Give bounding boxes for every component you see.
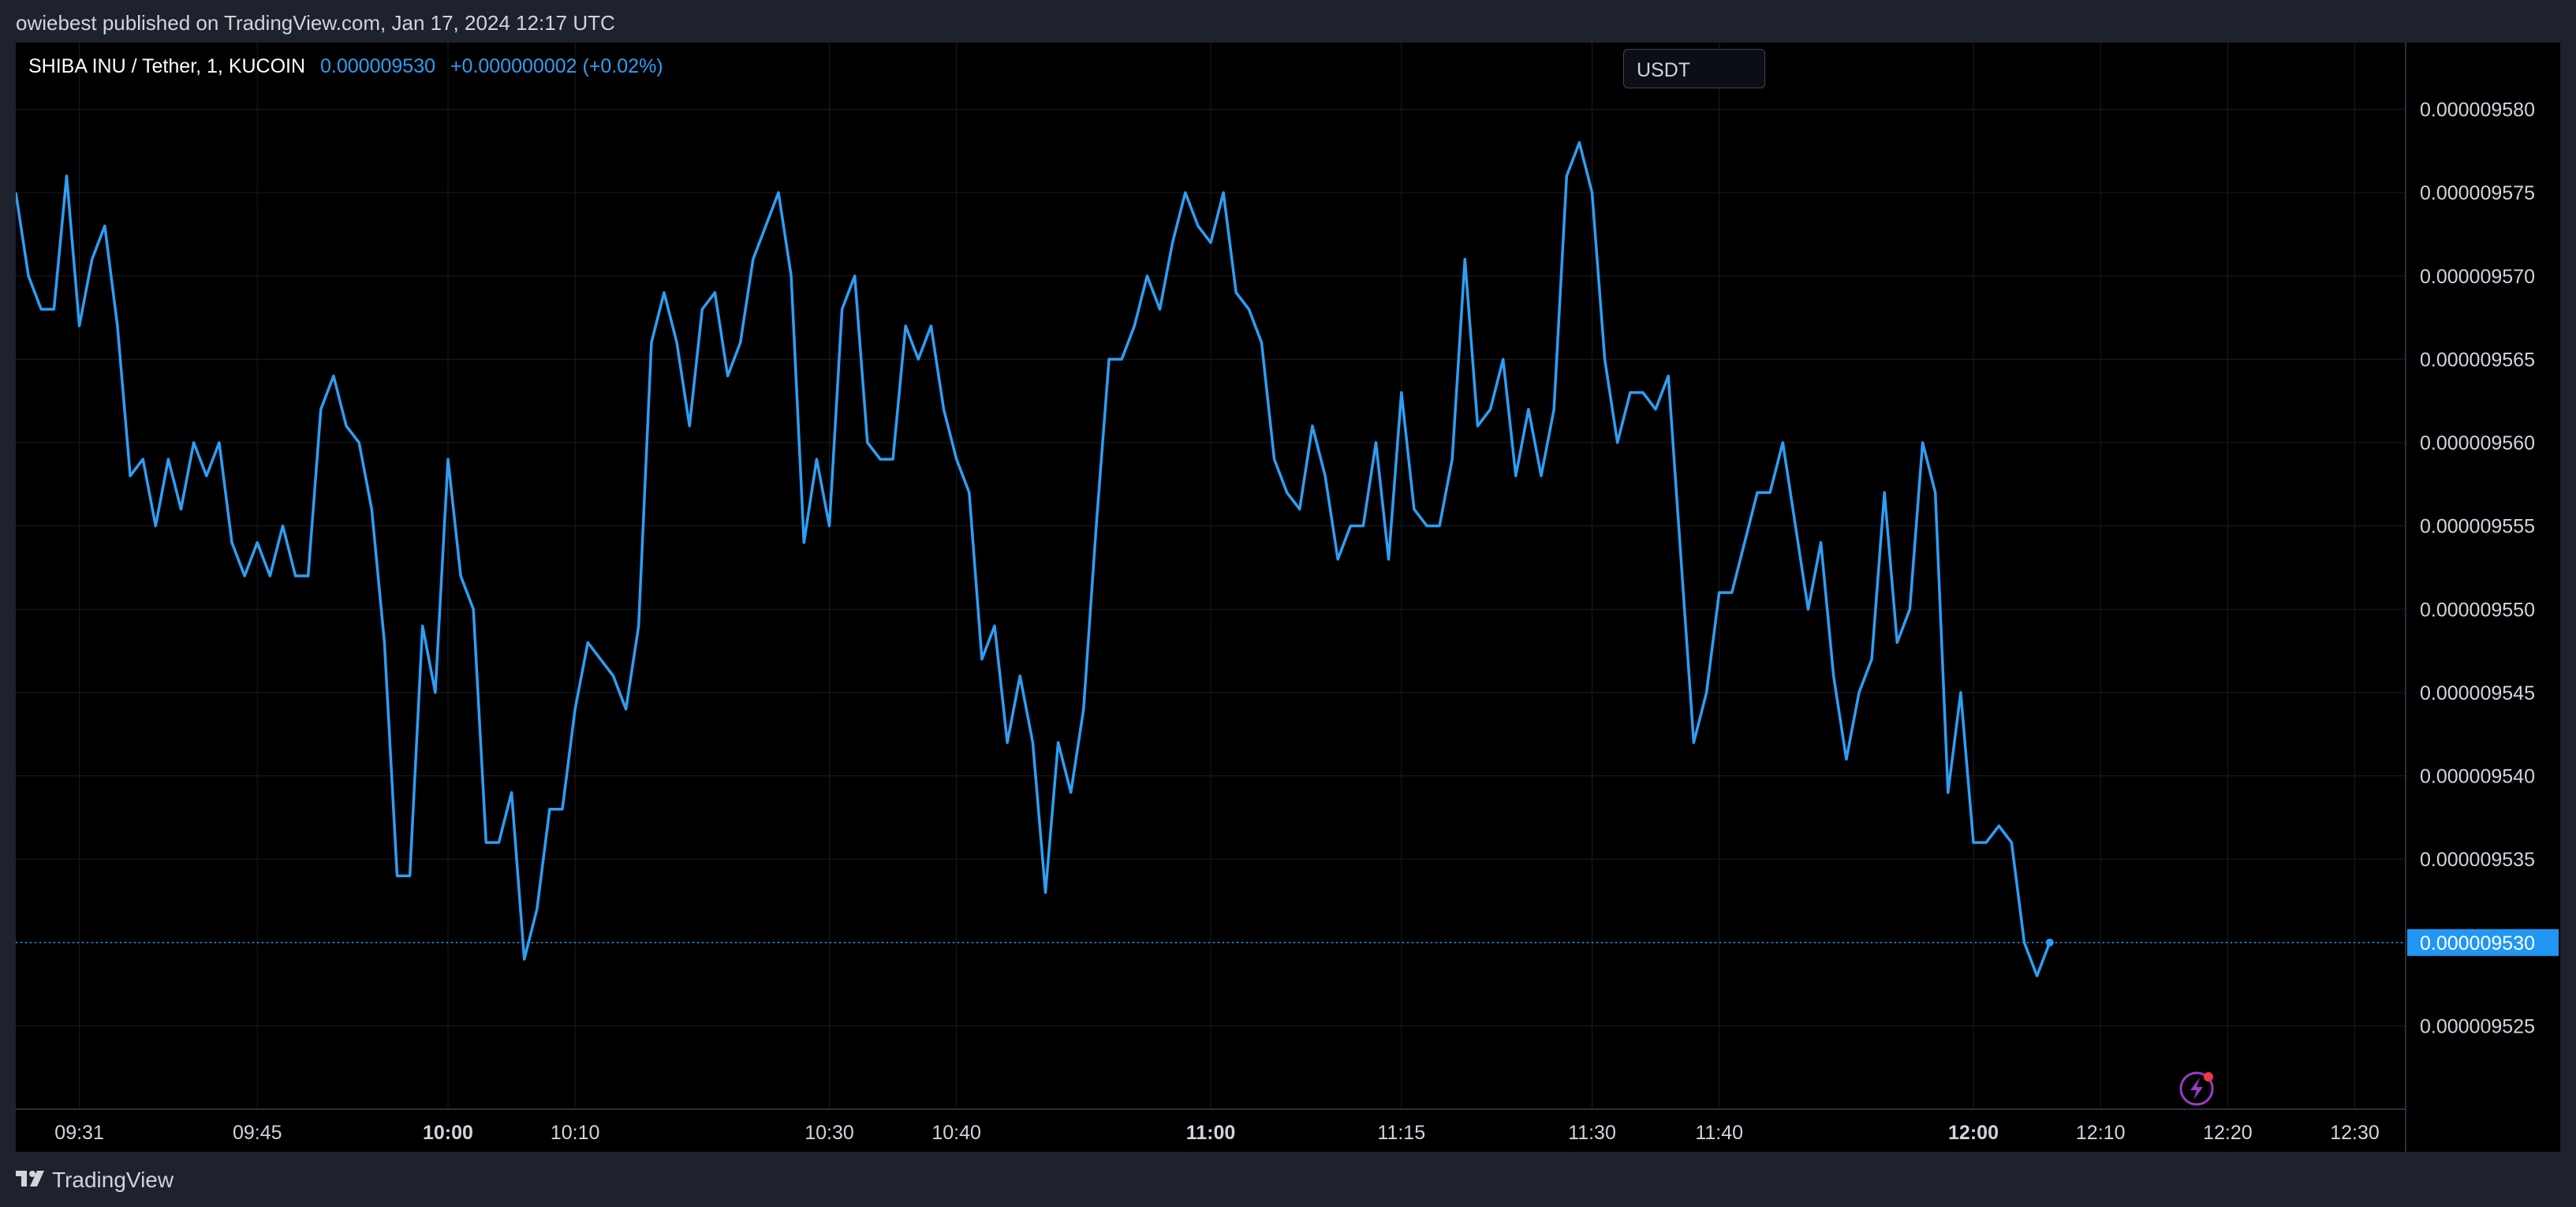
published-text: owiebest published on TradingView.com, J… <box>16 11 615 35</box>
footer: TradingView <box>0 1152 2576 1207</box>
x-tick-label: 10:10 <box>551 1122 600 1144</box>
x-tick-label: 10:40 <box>931 1122 981 1144</box>
tradingview-logo-icon <box>16 1171 44 1186</box>
current-price-label: 0.000009530 <box>2420 932 2535 955</box>
currency-label: USDT <box>1637 59 1691 81</box>
x-tick-label: 11:40 <box>1695 1122 1743 1144</box>
x-tick-label: 12:20 <box>2203 1122 2253 1144</box>
legend-change: +0.000000002 (+0.02%) <box>450 55 663 77</box>
y-tick-label: 0.000009535 <box>2420 849 2535 871</box>
y-tick-label: 0.000009540 <box>2420 766 2535 788</box>
price-series-line <box>16 140 2051 977</box>
x-tick-label: 12:30 <box>2330 1122 2380 1144</box>
price-chart[interactable]: 0.000009525 0.000009530 0.000009535 0.00000… <box>16 43 2560 1152</box>
y-tick-label: 0.000009575 <box>2420 182 2535 204</box>
current-price-label-bg <box>2407 929 2559 956</box>
x-tick-label: 12:10 <box>2076 1122 2126 1144</box>
y-tick-label: 0.000009565 <box>2420 349 2535 371</box>
x-tick-label: 11:30 <box>1568 1122 1616 1144</box>
y-tick-label: 0.000009555 <box>2420 516 2535 538</box>
symbol-name: SHIBA INU / Tether, 1, KUCOIN <box>28 55 306 77</box>
x-tick-label: 12:00 <box>1948 1122 1999 1144</box>
y-tick-label: 0.000009570 <box>2420 266 2535 288</box>
symbol-legend: SHIBA INU / Tether, 1, KUCOIN 0.00000953… <box>28 55 663 78</box>
x-tick-label: 10:30 <box>805 1122 854 1144</box>
lightning-icon[interactable] <box>2179 1071 2214 1106</box>
x-tick-label: 09:31 <box>54 1122 104 1144</box>
y-tick-label: 0.000009550 <box>2420 599 2535 621</box>
chart-panel[interactable]: 0.000009525 0.000009530 0.000009535 0.00000… <box>16 43 2560 1152</box>
y-tick-label: 0.000009545 <box>2420 682 2535 704</box>
currency-button[interactable]: USDT <box>1623 49 1765 88</box>
y-tick-label: 0.000009580 <box>2420 99 2535 121</box>
last-price-point <box>2045 938 2054 947</box>
y-tick-label: 0.000009560 <box>2420 432 2535 454</box>
x-tick-label: 10:00 <box>423 1122 473 1144</box>
legend-price: 0.000009530 <box>320 55 435 77</box>
y-tick-label: 0.000009525 <box>2420 1015 2535 1037</box>
x-tick-label: 11:00 <box>1186 1122 1236 1144</box>
footer-brand: TradingView <box>52 1168 174 1192</box>
x-tick-label: 11:15 <box>1377 1122 1425 1144</box>
x-tick-label: 09:45 <box>233 1122 282 1144</box>
publisher-bar: owiebest published on TradingView.com, J… <box>0 0 2576 43</box>
